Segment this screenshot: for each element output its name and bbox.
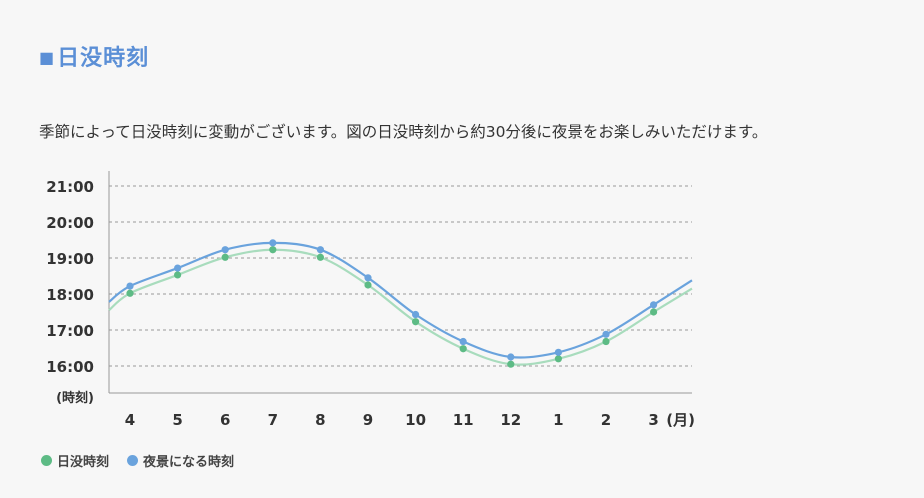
y-tick-label: 21:00 xyxy=(46,178,94,196)
x-tick-label: 8 xyxy=(315,411,325,429)
data-point-0 xyxy=(174,271,182,279)
legend-item-sunset: 日没時刻 xyxy=(41,451,109,470)
data-point-0 xyxy=(602,337,610,346)
y-unit-label: (時刻) xyxy=(56,390,94,406)
heading-square-icon: ■ xyxy=(39,48,56,67)
data-point-1 xyxy=(364,274,372,282)
data-point-1 xyxy=(459,337,467,346)
data-point-1 xyxy=(126,282,134,290)
series-line-1 xyxy=(108,241,693,359)
data-point-0 xyxy=(412,318,420,326)
data-point-0 xyxy=(269,246,277,254)
y-tick-label: 18:00 xyxy=(46,286,94,304)
y-tick-label: 19:00 xyxy=(46,250,94,268)
x-tick-label: 11 xyxy=(453,411,474,429)
x-tick-label: 9 xyxy=(363,411,373,429)
series-line-0 xyxy=(108,248,693,366)
section-heading: ■日没時刻 xyxy=(39,40,149,72)
y-tick-label: 17:00 xyxy=(46,322,94,340)
x-tick-label: 2 xyxy=(601,411,611,429)
x-tick-label: 3 xyxy=(648,411,658,429)
description-text: 季節によって日没時刻に変動がございます。図の日没時刻から約30分後に夜景をお楽し… xyxy=(39,123,768,141)
data-point-1 xyxy=(174,264,182,272)
y-tick-label: 16:00 xyxy=(46,358,94,376)
x-tick-label: 7 xyxy=(268,411,278,429)
data-point-0 xyxy=(316,253,324,261)
data-point-1 xyxy=(269,239,277,247)
x-tick-label: 4 xyxy=(125,411,135,429)
data-point-0 xyxy=(364,281,372,289)
chart-legend: 日没時刻 夜景になる時刻 xyxy=(41,451,252,470)
data-point-1 xyxy=(507,353,515,361)
x-tick-label: 6 xyxy=(220,411,230,429)
x-tick-label: 10 xyxy=(405,411,426,429)
heading-title: 日没時刻 xyxy=(57,46,150,71)
data-point-1 xyxy=(650,301,658,309)
data-point-0 xyxy=(507,360,515,368)
data-point-0 xyxy=(554,355,563,363)
legend-dot-sunset xyxy=(41,455,52,466)
y-tick-label: 20:00 xyxy=(46,214,94,232)
x-tick-label: 1 xyxy=(553,411,563,429)
x-unit-label: (月) xyxy=(666,411,695,429)
x-tick-label: 12 xyxy=(500,411,521,429)
legend-item-night-view: 夜景になる時刻 xyxy=(127,451,234,470)
legend-label-night-view: 夜景になる時刻 xyxy=(143,455,235,470)
legend-dot-night-view xyxy=(127,455,139,466)
data-point-1 xyxy=(221,246,229,254)
data-point-0 xyxy=(126,289,134,297)
data-point-0 xyxy=(459,345,467,353)
data-point-1 xyxy=(316,246,324,254)
sunset-chart: 16:00 17:00 18:00 19:00 20:00 21:00 (時刻) 4 5 6 7 8 9… xyxy=(46,171,695,429)
legend-label-sunset: 日没時刻 xyxy=(57,455,110,470)
data-point-1 xyxy=(554,348,563,356)
data-point-1 xyxy=(412,310,420,319)
data-point-1 xyxy=(602,330,610,338)
data-point-0 xyxy=(650,308,658,316)
x-tick-label: 5 xyxy=(172,411,182,429)
data-point-0 xyxy=(221,253,229,261)
